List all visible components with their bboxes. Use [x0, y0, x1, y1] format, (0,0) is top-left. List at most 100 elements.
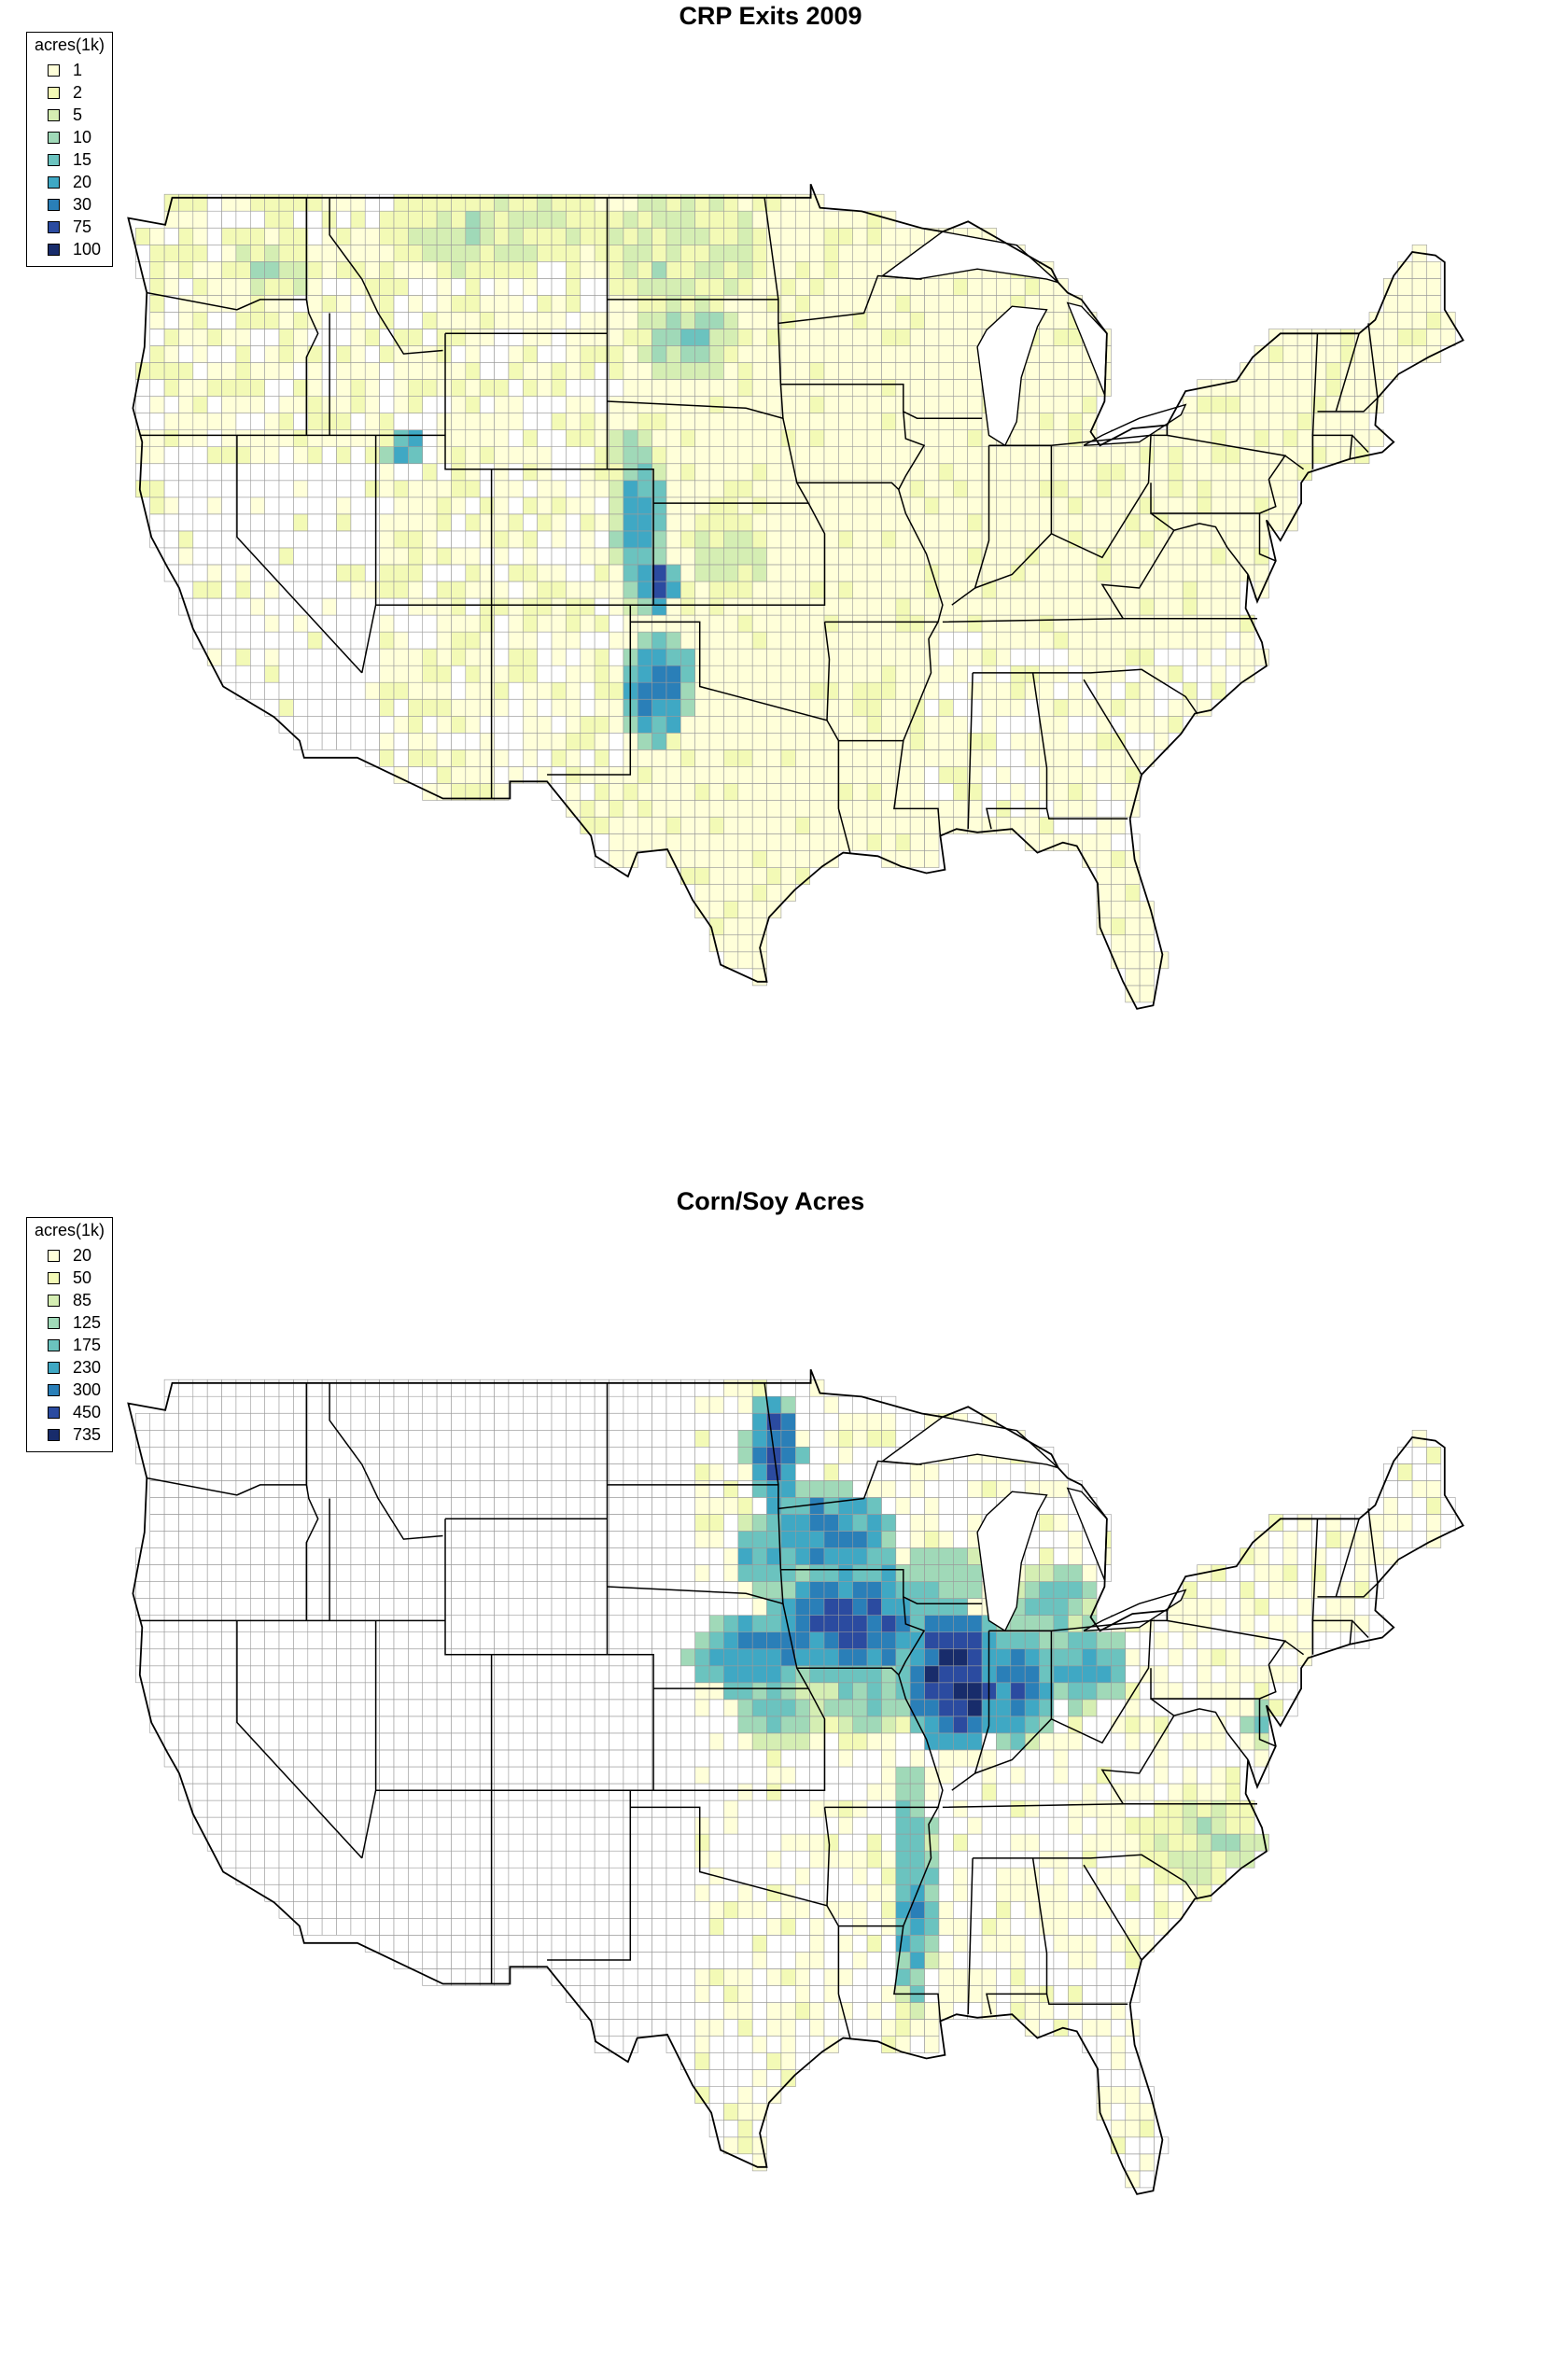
county	[537, 1631, 553, 1650]
county	[651, 362, 667, 380]
county	[794, 783, 810, 801]
county	[823, 766, 839, 784]
county	[206, 1581, 222, 1599]
county	[1111, 783, 1127, 801]
county	[1182, 1766, 1198, 1785]
county	[594, 1732, 609, 1751]
us-outline	[127, 183, 1464, 1010]
county	[1024, 817, 1040, 834]
county	[909, 1547, 925, 1565]
county	[751, 867, 767, 885]
county	[1139, 985, 1155, 1003]
county	[1039, 547, 1055, 566]
county	[350, 1749, 366, 1768]
county	[938, 429, 954, 448]
county	[192, 312, 208, 329]
county	[551, 715, 567, 734]
county	[307, 1799, 323, 1818]
county	[609, 1631, 624, 1650]
county	[679, 227, 695, 245]
county	[1197, 1766, 1212, 1785]
county	[163, 1631, 179, 1650]
county	[766, 2036, 782, 2053]
county	[206, 1631, 222, 1650]
county	[679, 850, 695, 868]
county	[163, 1564, 179, 1582]
county	[694, 1598, 710, 1616]
county	[494, 1799, 510, 1818]
county	[852, 245, 868, 262]
county	[823, 783, 839, 801]
county	[221, 1799, 237, 1818]
county	[1082, 1883, 1098, 1902]
county	[494, 345, 510, 363]
county	[1024, 379, 1040, 397]
county	[178, 227, 194, 245]
county	[494, 766, 510, 784]
county	[881, 783, 897, 801]
county	[838, 1749, 854, 1768]
county	[1010, 581, 1026, 599]
county	[723, 2103, 739, 2121]
county	[551, 193, 567, 212]
county	[967, 396, 983, 413]
county	[206, 446, 222, 465]
county	[909, 850, 925, 868]
county	[393, 1900, 409, 1919]
county	[393, 1665, 409, 1684]
county	[780, 715, 796, 734]
county	[451, 396, 467, 413]
county	[852, 665, 868, 683]
county	[278, 614, 294, 633]
county	[364, 1547, 380, 1565]
county	[967, 1615, 983, 1633]
county	[1053, 513, 1069, 532]
county	[451, 513, 467, 532]
county	[206, 379, 222, 397]
county	[1168, 1816, 1184, 1835]
county	[694, 783, 710, 801]
county	[264, 446, 280, 465]
county	[1211, 396, 1226, 413]
county	[494, 1564, 510, 1582]
county	[1024, 1749, 1040, 1768]
county	[364, 227, 380, 245]
county	[1154, 497, 1170, 515]
state-boundary	[547, 605, 632, 776]
county	[909, 1952, 925, 1969]
county	[364, 193, 380, 212]
county	[938, 698, 954, 717]
county	[766, 665, 782, 683]
county	[293, 1900, 309, 1919]
county	[206, 480, 222, 498]
county	[1096, 1783, 1112, 1801]
county	[537, 379, 553, 397]
county	[651, 463, 667, 482]
county	[235, 463, 251, 482]
county	[694, 1749, 710, 1768]
county	[580, 329, 595, 346]
county	[1296, 1615, 1312, 1633]
county	[938, 1968, 954, 1986]
county	[451, 413, 467, 430]
county	[823, 1598, 839, 1616]
county	[609, 295, 624, 313]
county	[551, 1883, 567, 1902]
county	[1053, 766, 1069, 784]
county	[723, 648, 739, 666]
county	[1111, 766, 1127, 784]
legend-label: 1	[73, 61, 83, 79]
county	[135, 396, 151, 413]
county	[451, 1917, 467, 1936]
county	[408, 1715, 424, 1734]
county	[422, 1850, 438, 1869]
county	[192, 227, 208, 245]
county	[494, 295, 510, 313]
county	[737, 901, 753, 919]
county	[609, 1564, 624, 1582]
county	[350, 413, 366, 430]
county	[1010, 698, 1026, 717]
county	[909, 2019, 925, 2037]
county	[566, 715, 581, 734]
county	[537, 1783, 553, 1801]
